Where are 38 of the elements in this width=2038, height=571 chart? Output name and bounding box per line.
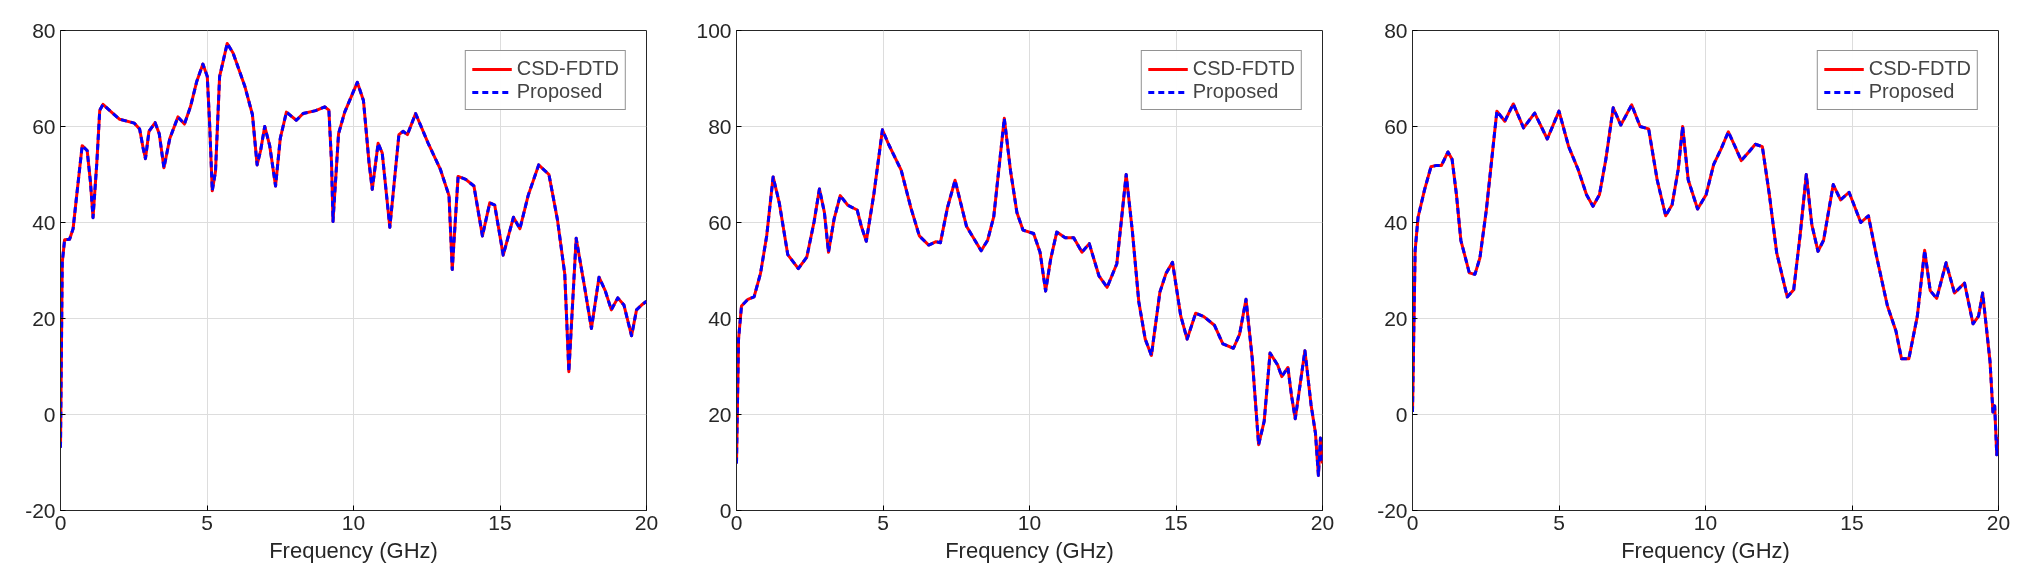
x-tick-label: 10 <box>1693 510 1718 534</box>
x-axis-title: Frequency (GHz) <box>945 537 1114 563</box>
legend-label: CSD-FDTD <box>516 57 619 80</box>
y-tick-label: 60 <box>708 210 732 234</box>
y-tick-label: 100 <box>696 18 732 42</box>
x-tick-label: 5 <box>201 510 213 534</box>
legend-label: Proposed <box>1192 80 1279 103</box>
x-tick-label: 5 <box>1553 510 1565 534</box>
y-tick-label: 60 <box>1384 114 1408 138</box>
x-tick-label: 15 <box>488 510 512 534</box>
y-tick-label: 80 <box>708 114 732 138</box>
y-tick-label: 80 <box>32 18 56 42</box>
y-tick-label: -20 <box>1377 498 1408 522</box>
x-axis-title: Frequency (GHz) <box>1621 537 1790 563</box>
y-tick-label: 0 <box>43 402 56 426</box>
x-tick-label: 20 <box>1986 510 2011 534</box>
y-tick-label: 20 <box>708 402 732 426</box>
x-tick-label: 10 <box>341 510 366 534</box>
legend-label: Proposed <box>516 80 603 103</box>
x-tick-label: 5 <box>877 510 889 534</box>
y-tick-label: 20 <box>32 306 56 330</box>
legend-label: CSD-FDTD <box>1868 57 1971 80</box>
x-axis-title: Frequency (GHz) <box>269 537 438 563</box>
legend-label: Proposed <box>1868 80 1955 103</box>
y-tick-label: 20 <box>1384 306 1408 330</box>
y-tick-label: 40 <box>708 306 732 330</box>
y-tick-label: 0 <box>1395 402 1408 426</box>
legend-label: CSD-FDTD <box>1192 57 1295 80</box>
y-tick-label: 80 <box>1384 18 1408 42</box>
y-tick-label: 40 <box>1384 210 1408 234</box>
y-tick-label: 40 <box>32 210 56 234</box>
x-tick-label: 20 <box>1310 510 1335 534</box>
x-tick-label: 15 <box>1840 510 1864 534</box>
x-tick-label: 20 <box>634 510 659 534</box>
y-tick-label: -20 <box>25 498 56 522</box>
x-tick-label: 15 <box>1164 510 1188 534</box>
x-tick-label: 10 <box>1017 510 1042 534</box>
y-tick-label: 60 <box>32 114 56 138</box>
